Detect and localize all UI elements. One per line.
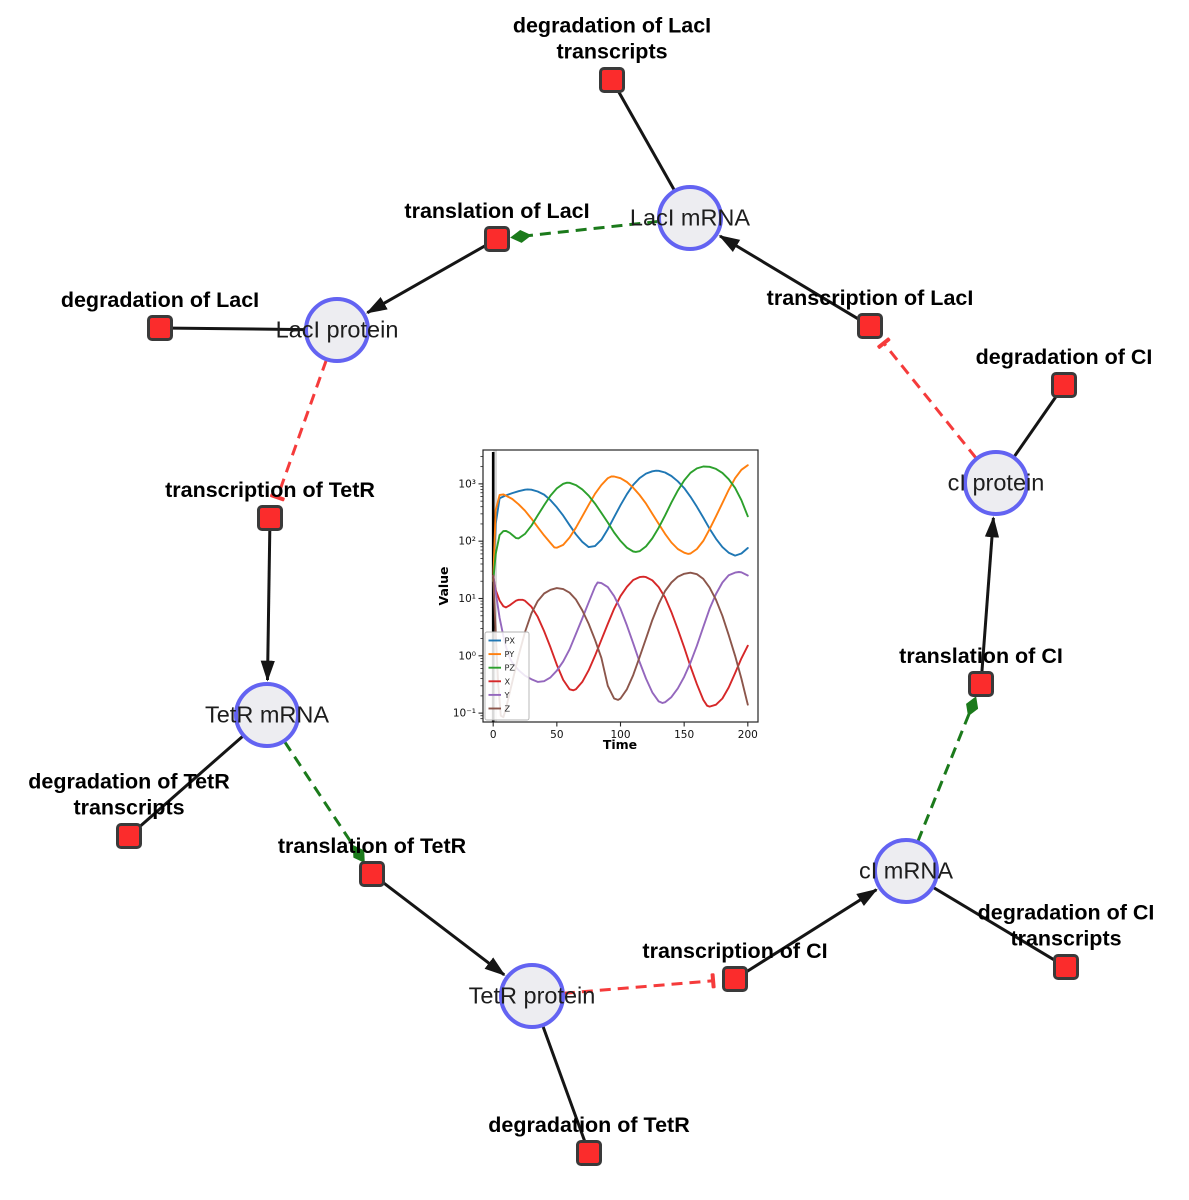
chart-ylabel: Value bbox=[438, 566, 451, 605]
chart-series-PZ bbox=[492, 465, 749, 583]
edge-product-transl_tetr-tetr_protein[interactable] bbox=[380, 880, 506, 976]
edge-activator-laci_mrna-transl_laci[interactable] bbox=[510, 220, 659, 243]
legend-label-X: X bbox=[505, 676, 511, 686]
y-tick-label: 10⁰ bbox=[458, 650, 476, 662]
edge-activator-ci_mrna-transl_ci[interactable] bbox=[916, 696, 979, 842]
reaction-node-transl_laci[interactable] bbox=[484, 226, 510, 252]
legend-label-PZ: PZ bbox=[505, 663, 516, 673]
reaction-label-deg_ci_tx: degradation of CI transcripts bbox=[977, 900, 1155, 951]
chart-xlabel: Time bbox=[603, 737, 637, 752]
reaction-node-txn_laci[interactable] bbox=[857, 313, 883, 339]
species-node-tetr_protein[interactable] bbox=[499, 963, 565, 1029]
reaction-label-transl_ci: translation of CI bbox=[899, 643, 1063, 668]
reaction-label-deg_laci: degradation of LacI bbox=[60, 287, 260, 312]
x-tick-label: 100 bbox=[610, 729, 630, 741]
inset-time-course-chart: 0 50 100 150 200 10⁻¹ 10⁰ 10¹ 10² 10³ PX PY PZ XYZ Ti… bbox=[438, 449, 759, 752]
reaction-label-txn_ci: transcription of CI bbox=[642, 938, 828, 963]
edge-inhibitor-ci_protein-txn_laci[interactable] bbox=[877, 337, 978, 459]
species-node-laci_mrna[interactable] bbox=[657, 185, 723, 251]
reaction-node-deg_ci[interactable] bbox=[1051, 372, 1077, 398]
reaction-node-deg_tetr[interactable] bbox=[576, 1140, 602, 1166]
species-node-laci_protein[interactable] bbox=[304, 297, 370, 363]
reaction-node-deg_laci[interactable] bbox=[147, 315, 173, 341]
reaction-node-transl_tetr[interactable] bbox=[359, 861, 385, 887]
legend-label-Y: Y bbox=[504, 690, 511, 700]
reaction-label-transl_laci: translation of LacI bbox=[404, 198, 590, 223]
legend-label-Z: Z bbox=[505, 704, 511, 714]
x-tick-label: 50 bbox=[550, 729, 563, 741]
x-tick-label: 200 bbox=[738, 729, 758, 741]
x-tick-label: 0 bbox=[490, 729, 497, 741]
species-label-ci_protein: cI protein bbox=[947, 469, 1045, 496]
reaction-node-transl_ci[interactable] bbox=[968, 671, 994, 697]
reaction-label-deg_ci: degradation of CI bbox=[975, 344, 1153, 369]
chart-series-PX bbox=[492, 469, 749, 583]
reaction-label-deg_tetr_tx: degradation of TetR transcripts bbox=[28, 769, 230, 820]
species-label-tetr_mrna: TetR mRNA bbox=[204, 701, 330, 728]
edge-inhibitor-laci_protein-txn_tetr[interactable] bbox=[270, 359, 328, 502]
edge-reactant-tetr_mrna-deg_tetr_tx[interactable] bbox=[137, 734, 244, 830]
reaction-node-txn_tetr[interactable] bbox=[257, 505, 283, 531]
reaction-label-deg_tetr: degradation of TetR bbox=[488, 1112, 690, 1137]
edge-inhibitor-tetr_protein-txn_ci[interactable] bbox=[563, 973, 716, 995]
species-label-tetr_protein: TetR protein bbox=[468, 982, 596, 1009]
species-node-ci_protein[interactable] bbox=[963, 450, 1029, 516]
species-label-laci_protein: LacI protein bbox=[275, 316, 399, 343]
edge-activator-tetr_mrna-transl_tetr[interactable] bbox=[283, 740, 365, 864]
species-label-laci_mrna: LacI mRNA bbox=[629, 204, 751, 231]
y-tick-label: 10² bbox=[458, 536, 476, 548]
edge-reactant-ci_mrna-deg_ci_tx[interactable] bbox=[932, 886, 1057, 963]
edge-product-txn_tetr-tetr_mrna[interactable] bbox=[260, 529, 275, 682]
edge-reactant-ci_protein-deg_ci[interactable] bbox=[1012, 394, 1059, 458]
reaction-node-deg_ci_tx[interactable] bbox=[1053, 954, 1079, 980]
edge-product-transl_laci-laci_protein[interactable] bbox=[365, 243, 488, 315]
reaction-label-transl_tetr: translation of TetR bbox=[277, 833, 467, 858]
y-tick-label: 10³ bbox=[458, 478, 476, 490]
y-tick-label: 10⁻¹ bbox=[453, 708, 476, 720]
edge-product-txn_laci-laci_mrna[interactable] bbox=[718, 234, 861, 322]
edge-reactant-laci_mrna-deg_laci_tx[interactable] bbox=[616, 89, 676, 191]
species-node-tetr_mrna[interactable] bbox=[234, 682, 300, 748]
reaction-label-deg_laci_tx: degradation of LacI transcripts bbox=[512, 13, 712, 64]
x-tick-label: 150 bbox=[674, 729, 694, 741]
species-label-ci_mrna: cI mRNA bbox=[859, 857, 953, 884]
reaction-node-deg_tetr_tx[interactable] bbox=[116, 823, 142, 849]
chart-series-PY bbox=[492, 464, 749, 583]
edge-reactant-laci_protein-deg_laci[interactable] bbox=[171, 326, 306, 332]
legend-label-PY: PY bbox=[505, 649, 516, 659]
species-node-ci_mrna[interactable] bbox=[873, 838, 939, 904]
reaction-node-deg_laci_tx[interactable] bbox=[599, 67, 625, 93]
edge-reactant-tetr_protein-deg_tetr[interactable] bbox=[541, 1025, 587, 1143]
chart-series-Z bbox=[492, 571, 749, 719]
reaction-node-txn_ci[interactable] bbox=[722, 966, 748, 992]
chart-series-X bbox=[492, 574, 749, 708]
edge-product-txn_ci-ci_mrna[interactable] bbox=[744, 888, 878, 974]
chart-series-Y bbox=[492, 571, 749, 704]
reaction-label-txn_tetr: transcription of TetR bbox=[165, 477, 375, 502]
edge-product-transl_ci-ci_protein[interactable] bbox=[980, 516, 1000, 673]
y-tick-label: 10¹ bbox=[458, 593, 476, 605]
legend-label-PX: PX bbox=[505, 636, 516, 646]
reaction-label-txn_laci: transcription of LacI bbox=[766, 285, 974, 310]
